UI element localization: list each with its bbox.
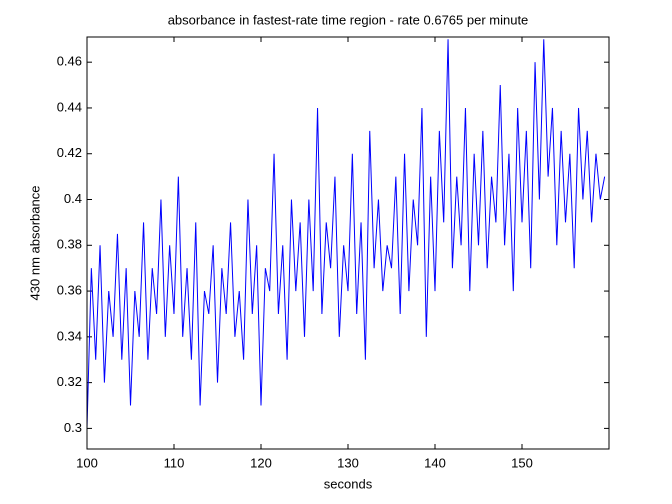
y-tick-label: 0.46 [57,54,82,69]
x-tick-label: 100 [76,455,98,470]
x-tick-label: 110 [164,455,185,470]
x-tick-label: 120 [250,455,272,470]
y-tick-label: 0.44 [57,99,82,114]
plot-frame [86,36,610,450]
y-tick-label: 0.4 [64,191,82,206]
y-axis-label: 430 nm absorbance [27,186,42,301]
y-tick-label: 0.3 [64,420,82,435]
y-tick-label: 0.42 [57,145,82,160]
y-tick-label: 0.36 [57,283,82,298]
chart-title: absorbance in fastest-rate time region -… [168,12,529,27]
y-tick-label: 0.34 [57,328,82,343]
x-axis-label: seconds [324,476,373,491]
data-line [86,39,606,429]
x-tick-label: 150 [511,455,533,470]
x-tick-label: 130 [337,455,359,470]
y-tick-label: 0.38 [57,237,82,252]
y-tick-label: 0.32 [57,374,82,389]
x-tick-label: 140 [424,455,446,470]
